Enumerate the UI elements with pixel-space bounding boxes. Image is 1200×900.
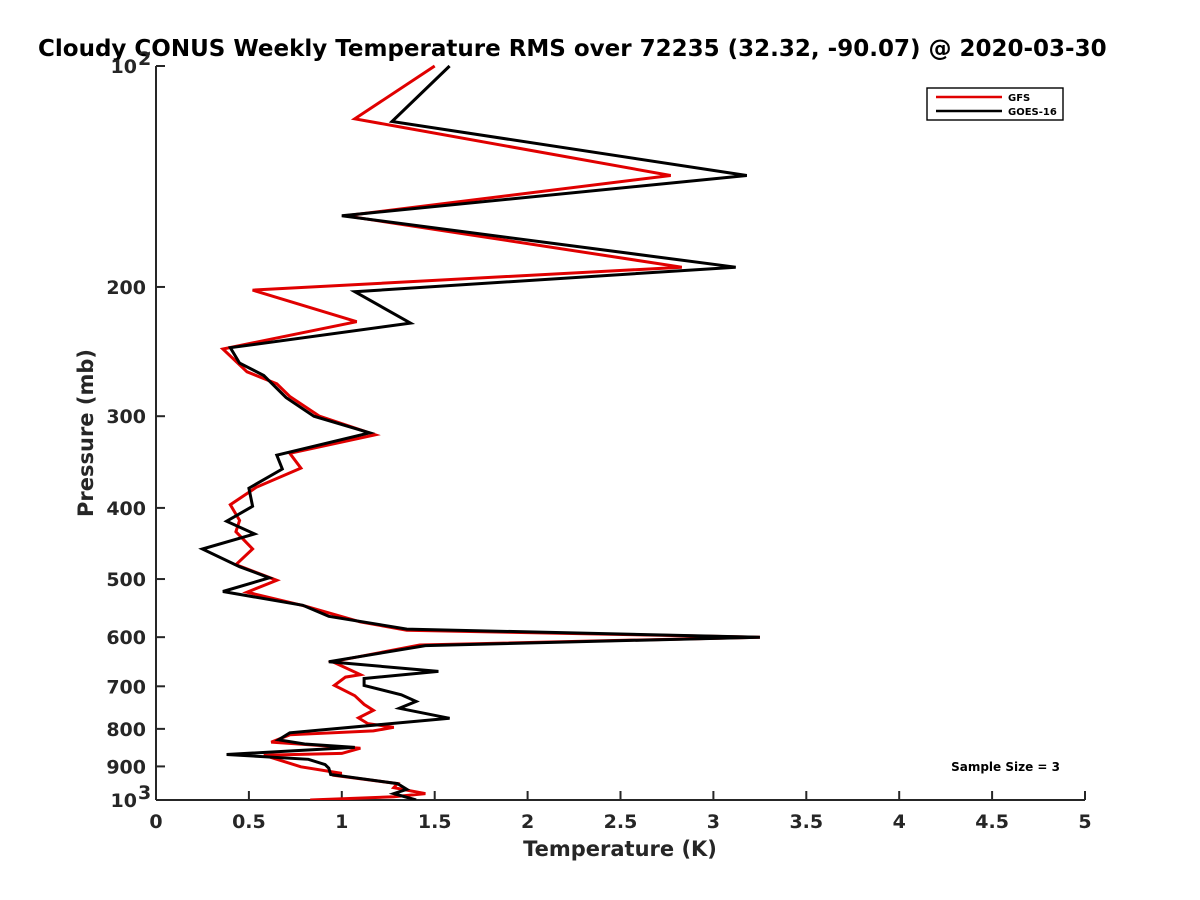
plot-area: [198, 64, 760, 800]
x-tick-label: 1: [335, 811, 348, 833]
y-tick-exponent: 3: [138, 782, 151, 804]
x-tick-label: 1.5: [418, 811, 452, 833]
x-tick-label: 2.5: [604, 811, 638, 833]
series-layer: [198, 64, 760, 800]
y-tick-label: 700: [106, 676, 146, 698]
x-tick-label: 0: [149, 811, 162, 833]
x-axis-label: Temperature (K): [523, 837, 717, 861]
x-tick-label: 0.5: [232, 811, 266, 833]
axes: [155, 66, 1085, 801]
x-tick-label: 2: [521, 811, 534, 833]
legend-label-goes-16: GOES-16: [1008, 107, 1057, 118]
legend-box: [926, 87, 1064, 121]
y-tick-exponent: 2: [138, 48, 151, 70]
sample-size-annotation: Sample Size = 3: [951, 760, 1060, 774]
y-tick-label: 800: [106, 719, 146, 741]
series-line-goes-16: [198, 64, 760, 800]
x-tick-label: 4: [893, 811, 906, 833]
x-tick-label: 5: [1078, 811, 1091, 833]
y-axis-label: Pressure (mb): [74, 349, 98, 517]
x-tick-label: 3: [707, 811, 720, 833]
x-tick-label: 4.5: [975, 811, 1009, 833]
y-tick-label: 300: [106, 406, 146, 428]
y-tick-label: 600: [106, 627, 146, 649]
legend-label-gfs: GFS: [1008, 93, 1030, 104]
y-tick-label: 10: [111, 56, 137, 78]
y-tick-label: 10: [111, 790, 137, 812]
series-line-gfs: [219, 64, 760, 800]
x-tick-label: 3.5: [789, 811, 823, 833]
y-tick-label: 400: [106, 498, 146, 520]
legend: GFS GOES-16: [926, 87, 1064, 121]
y-tick-label: 900: [106, 756, 146, 778]
y-tick-label: 500: [106, 569, 146, 591]
x-axis-ticks: 0 0.5 1 1.5 2 2.5 3 3.5 4 4.5 5: [149, 791, 1092, 833]
y-tick-label: 200: [106, 277, 146, 299]
chart-title: Cloudy CONUS Weekly Temperature RMS over…: [38, 36, 1107, 62]
